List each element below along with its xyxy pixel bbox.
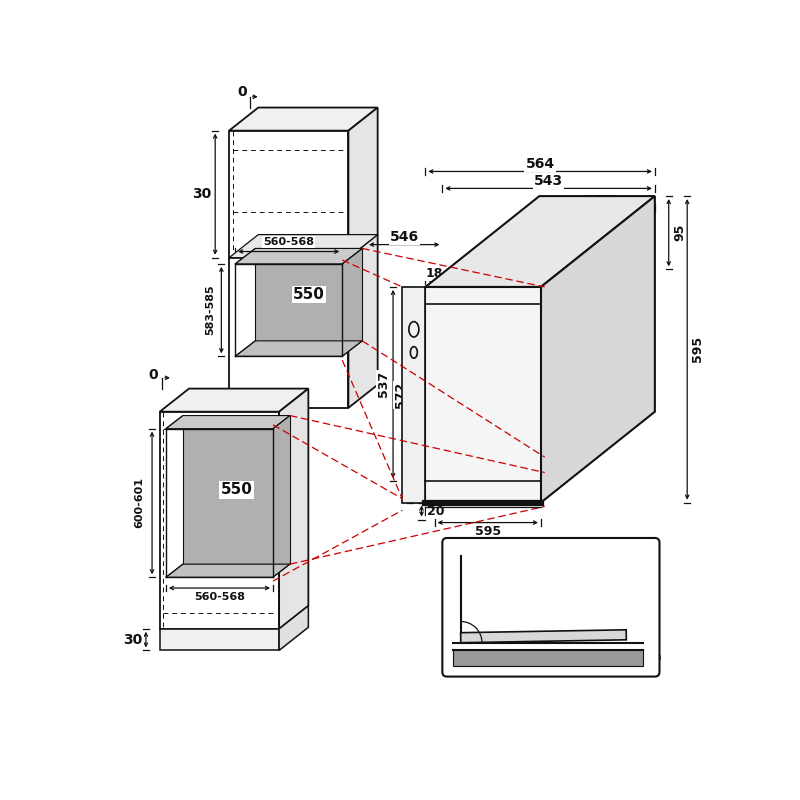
Text: 477: 477 (530, 570, 557, 584)
Polygon shape (166, 564, 290, 578)
Polygon shape (541, 196, 655, 502)
Polygon shape (426, 196, 655, 287)
Polygon shape (349, 107, 378, 408)
Text: 20: 20 (427, 505, 445, 518)
Text: 560-568: 560-568 (263, 238, 314, 247)
Polygon shape (402, 287, 426, 502)
Polygon shape (255, 249, 362, 341)
Text: 595: 595 (691, 336, 705, 362)
Text: 345: 345 (583, 194, 613, 209)
Text: 537: 537 (378, 371, 390, 397)
Text: 10: 10 (644, 651, 662, 665)
Text: 89°: 89° (472, 604, 496, 617)
Polygon shape (235, 341, 362, 356)
Text: 0: 0 (634, 642, 642, 651)
Text: 595: 595 (474, 526, 501, 538)
Text: 543: 543 (534, 174, 563, 188)
Text: 30: 30 (123, 633, 142, 646)
Text: 30: 30 (193, 187, 212, 201)
Text: 18: 18 (425, 266, 442, 280)
Text: 0: 0 (149, 368, 158, 382)
Polygon shape (235, 249, 362, 264)
Polygon shape (461, 630, 626, 642)
Polygon shape (160, 629, 279, 650)
Text: 5: 5 (425, 507, 434, 520)
Text: 600-601: 600-601 (134, 478, 145, 529)
Text: 550: 550 (293, 287, 325, 302)
Polygon shape (279, 606, 308, 650)
Polygon shape (160, 412, 279, 629)
Polygon shape (160, 389, 308, 412)
Text: 546: 546 (390, 230, 418, 244)
Polygon shape (183, 415, 290, 564)
Polygon shape (453, 650, 643, 666)
Polygon shape (279, 389, 308, 629)
Polygon shape (426, 287, 541, 502)
Text: 0: 0 (238, 85, 247, 99)
Text: 583-585: 583-585 (205, 285, 214, 335)
Polygon shape (166, 415, 290, 429)
Text: 95: 95 (673, 224, 686, 242)
Text: 572: 572 (394, 382, 407, 408)
Text: 550: 550 (221, 482, 252, 498)
Polygon shape (229, 130, 349, 408)
FancyBboxPatch shape (442, 538, 659, 677)
Text: 560-568: 560-568 (194, 592, 245, 602)
Polygon shape (229, 234, 378, 258)
Polygon shape (229, 107, 378, 130)
Text: 564: 564 (526, 157, 554, 170)
